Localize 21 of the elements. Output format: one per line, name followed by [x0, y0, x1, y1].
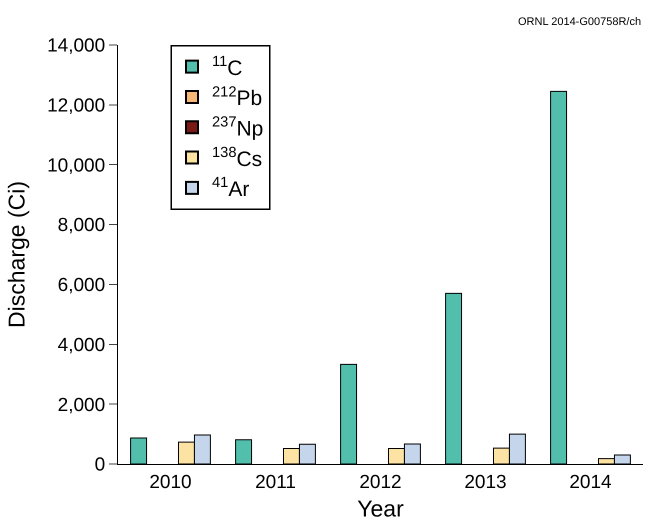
x-tick-label: 2014: [569, 472, 612, 493]
legend-label: $^{138}$Cs: [212, 144, 262, 171]
text: ORNL 2014-G00758R/ch: [518, 16, 642, 28]
legend-label: $^{237}$Np: [212, 114, 264, 140]
legend-label: $^{11}$C: [212, 54, 242, 80]
y-tick-label: 6,000: [58, 275, 106, 296]
legend-label: $^{212}$Pb: [212, 84, 262, 110]
y-tick-label: 10,000: [47, 155, 106, 176]
y-tick-label: 14,000: [47, 36, 106, 57]
x-tick-label: 2012: [359, 472, 402, 493]
x-tick-label: 2013: [464, 472, 507, 493]
y-axis-title: Discharge (Ci): [4, 181, 30, 328]
y-tick-label: 0: [94, 454, 106, 476]
legend-label: $^{41}$Ar: [212, 175, 250, 202]
y-tick-label: 4,000: [58, 334, 106, 356]
y-tick-label: 8,000: [58, 215, 106, 236]
y-tick-label: 2,000: [58, 394, 106, 416]
y-tick-label: 12,000: [47, 96, 106, 117]
x-axis-title: Year: [357, 495, 404, 522]
x-tick-label: 2011: [255, 472, 296, 493]
x-tick-label: 2010: [149, 472, 192, 493]
